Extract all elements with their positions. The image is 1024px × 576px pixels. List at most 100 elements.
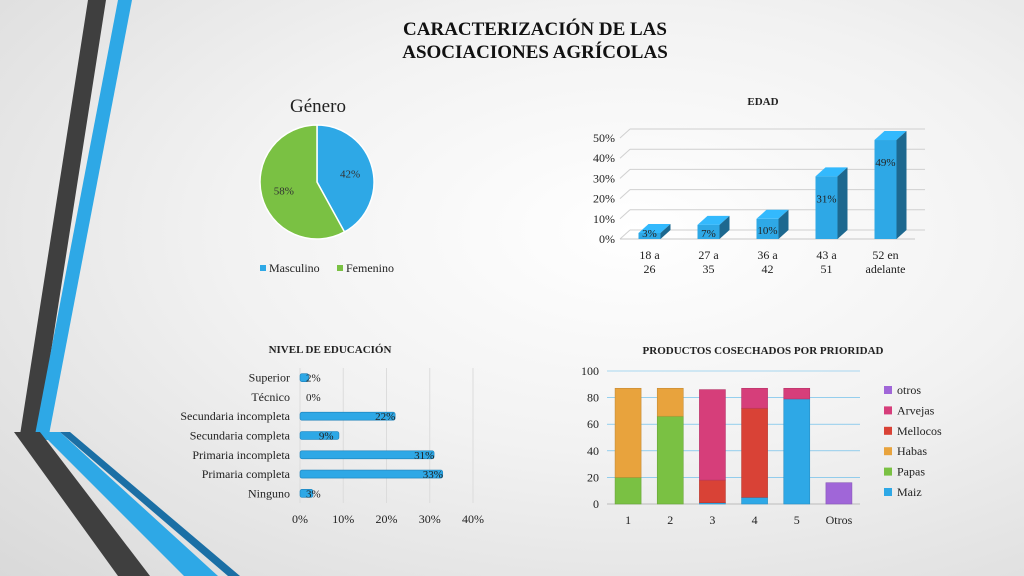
bar-side: [660, 223, 671, 239]
products-stacked-chart: PRODUCTOS COSECHADOS POR PRIORIDAD 0 20 40 6…: [581, 345, 942, 527]
bar-data-label: 10%: [757, 225, 777, 237]
x-tick-label: 36 a: [757, 248, 778, 262]
legend-swatch: [884, 426, 892, 435]
bar-top: [638, 223, 671, 233]
y-tick-label: Superior: [249, 371, 290, 385]
page-title: CARACTERIZACIÓN DE LAS ASOCIACIONES AGRÍ…: [300, 18, 770, 64]
bar-segment: [699, 389, 726, 481]
bar-data-label: 3%: [306, 488, 321, 500]
bar-segment: [656, 387, 684, 417]
x-tick-label: adelante: [866, 262, 906, 276]
y-tick-label: Ninguno: [248, 486, 290, 500]
x-tick-label: 27 a: [698, 248, 719, 262]
bar-top: [697, 215, 730, 225]
x-tick-label: 18 a: [639, 248, 660, 262]
bar: [299, 489, 314, 498]
pie-slice: [316, 124, 375, 233]
x-tick-label: 26: [644, 262, 656, 276]
page-title-line-1: CARACTERIZACIÓN DE LAS: [403, 19, 667, 40]
pie-slice: [259, 124, 346, 240]
y-tick-label: Secundaria completa: [190, 429, 291, 443]
x-tick-label: 43 a: [816, 248, 837, 262]
bar-segment: [741, 387, 768, 409]
bar-segment: [825, 482, 853, 505]
y-tick-label: Primaria incompleta: [192, 448, 290, 462]
grid-line: [619, 128, 631, 139]
x-tick-label: 35: [703, 262, 715, 276]
gender-pie-chart: Género 42% 58% Masculino Femenino: [259, 96, 394, 275]
y-tick-label: 60: [587, 417, 599, 431]
bar-data-label: 33%: [423, 469, 443, 481]
y-tick-label: 10%: [593, 212, 615, 226]
legend-swatch: [884, 386, 892, 394]
x-tick-label: 0%: [292, 512, 308, 526]
bar-data-label: 31%: [816, 193, 836, 205]
y-tick-label: 0%: [599, 232, 615, 246]
pie-data-label: 42%: [340, 168, 360, 180]
dark-stripe-lower: [14, 432, 150, 576]
bar-top: [815, 167, 848, 177]
chart-title: NIVEL DE EDUCACIÓN: [269, 344, 392, 356]
bar-data-label: 49%: [875, 157, 895, 169]
bar: [874, 140, 897, 239]
dark-stripe: [20, 0, 106, 435]
legend-label: Habas: [897, 444, 927, 458]
x-tick-label: 10%: [332, 512, 354, 526]
legend-label: Mellocos: [897, 424, 942, 438]
bar: [299, 469, 444, 479]
x-tick-label: 3: [709, 513, 715, 527]
page-title-line-2: ASOCIACIONES AGRÍCOLAS: [402, 42, 668, 63]
bar: [638, 232, 661, 239]
x-tick-label: 4: [752, 513, 758, 527]
bar-side: [719, 215, 730, 239]
y-tick-label: Técnico: [251, 390, 290, 404]
bar-data-label: 9%: [319, 431, 334, 443]
bar-segment: [614, 387, 642, 478]
bar: [299, 450, 435, 460]
pie-data-label: 58%: [274, 186, 294, 198]
bar: [815, 176, 838, 239]
bar-side: [778, 209, 789, 239]
y-tick-label: 40%: [593, 151, 615, 165]
bar-data-label: 2%: [306, 373, 321, 385]
bar-segment: [656, 415, 684, 505]
y-tick-label: 20%: [593, 192, 615, 206]
bar-segment: [783, 387, 811, 400]
legend-label: Femenino: [346, 261, 394, 275]
x-tick-label: 30%: [419, 512, 441, 526]
legend-swatch: [337, 265, 343, 271]
bar-top: [756, 209, 789, 219]
bar: [756, 218, 779, 239]
bar-segment: [741, 407, 768, 498]
bar-segment: [741, 497, 768, 505]
legend-swatch: [884, 467, 892, 476]
x-tick-label: 51: [821, 262, 833, 276]
y-tick-label: 30%: [593, 171, 615, 185]
bar-data-label: 3%: [642, 228, 657, 240]
x-tick-label: 20%: [376, 512, 398, 526]
y-tick-label: 80: [587, 391, 599, 405]
y-tick-label: 100: [581, 364, 599, 378]
bar-segment: [614, 477, 642, 505]
x-tick-label: 5: [794, 513, 800, 527]
legend-swatch: [884, 406, 892, 415]
legend-label: Maiz: [897, 485, 922, 499]
grid-line: [619, 148, 631, 159]
blue-stripe-lower: [40, 432, 218, 576]
chart-title: Género: [290, 96, 346, 117]
chart-title: PRODUCTOS COSECHADOS POR PRIORIDAD: [643, 345, 884, 357]
bar-side: [896, 131, 907, 239]
y-tick-label: 20: [587, 470, 599, 484]
bar-data-label: 7%: [701, 228, 716, 240]
bar-top: [874, 131, 907, 141]
x-tick-label: 52 en: [872, 248, 898, 262]
bar-segment: [699, 479, 726, 503]
blue-stripe: [34, 0, 132, 440]
grid-line: [619, 169, 631, 179]
age-bar-chart: EDAD 0% 10% 20% 30% 40% 50% 3% 18 a 26 7% 27 a35 10…: [593, 96, 925, 276]
legend-label: Papas: [897, 465, 925, 479]
y-tick-label: 40: [587, 444, 599, 458]
bar-data-label: 31%: [414, 450, 434, 462]
legend-swatch: [260, 265, 266, 271]
